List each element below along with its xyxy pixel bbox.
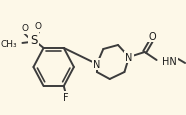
Text: N: N: [125, 53, 133, 62]
Text: S: S: [30, 34, 37, 47]
Text: O: O: [35, 22, 41, 31]
Text: O: O: [148, 32, 156, 42]
Text: F: F: [63, 92, 68, 102]
Text: N: N: [93, 59, 101, 69]
Text: CH₃: CH₃: [0, 40, 17, 49]
Text: HN: HN: [162, 56, 177, 66]
Text: O: O: [22, 24, 29, 33]
